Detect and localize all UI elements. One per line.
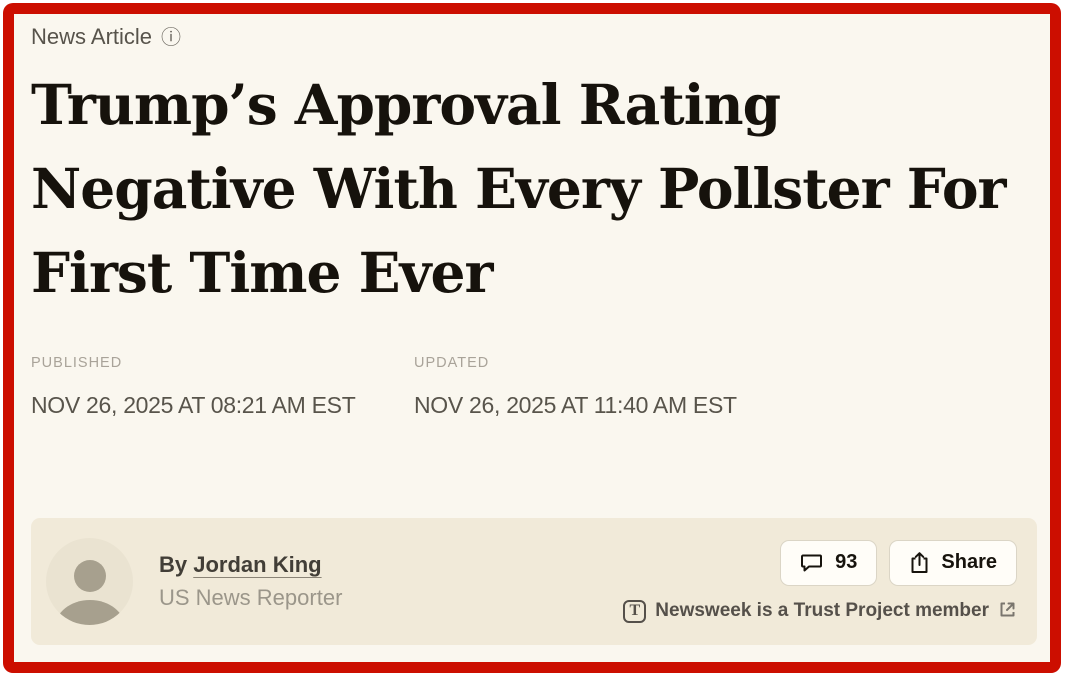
author-info: By Jordan King US News Reporter (46, 538, 342, 625)
author-link[interactable]: Jordan King (193, 552, 322, 577)
published-column: PUBLISHED NOV 26, 2025 AT 08:21 AM EST (31, 355, 414, 419)
headline-line-1: Trump’s Approval Rating (31, 72, 781, 137)
external-link-icon (998, 600, 1017, 625)
avatar-person-icon-shoulders (54, 600, 125, 625)
comments-count: 93 (835, 551, 858, 573)
byline-by-prefix: By (159, 552, 194, 577)
headline-line-2: Negative With Every Pollster For (31, 156, 1007, 221)
trust-project-text: Newsweek is a Trust Project member (655, 600, 989, 621)
comment-bubble-icon (800, 552, 824, 574)
kicker-label: News Article (31, 24, 153, 49)
headline: Trump’s Approval Rating Negative With Ev… (31, 63, 1037, 315)
avatar-person-icon (73, 560, 106, 592)
trust-project-link[interactable]: T Newsweek is a Trust Project member (623, 599, 1017, 624)
byline-name: By Jordan King (159, 552, 342, 578)
published-label: PUBLISHED (31, 355, 123, 371)
kicker: News Article ⓘ (31, 22, 1037, 50)
byline-role: US News Reporter (159, 585, 343, 610)
author-avatar (46, 538, 133, 625)
byline: By Jordan King US News Reporter (159, 552, 342, 611)
card-actions: 93 Share T Newsweek is a Tr (623, 539, 1017, 624)
action-buttons: 93 Share (780, 539, 1017, 586)
trust-project-icon: T (623, 599, 647, 623)
share-button[interactable]: Share (889, 539, 1017, 586)
share-label: Share (941, 551, 997, 573)
info-icon[interactable]: ⓘ (161, 27, 182, 49)
published-value: NOV 26, 2025 AT 08:21 AM EST (31, 392, 356, 418)
comments-button[interactable]: 93 (780, 539, 878, 586)
author-card: By Jordan King US News Reporter 93 (31, 518, 1037, 645)
red-annotation-frame: News Article ⓘ Trump’s Approval Rating N… (3, 3, 1061, 673)
article-header: News Article ⓘ Trump’s Approval Rating N… (14, 14, 1050, 645)
updated-value: NOV 26, 2025 AT 11:40 AM EST (414, 392, 737, 418)
updated-label: UPDATED (414, 355, 490, 371)
date-meta: PUBLISHED NOV 26, 2025 AT 08:21 AM EST U… (31, 355, 1037, 419)
updated-column: UPDATED NOV 26, 2025 AT 11:40 AM EST (414, 355, 737, 419)
headline-line-3: First Time Ever (31, 240, 493, 305)
share-icon (909, 551, 930, 575)
